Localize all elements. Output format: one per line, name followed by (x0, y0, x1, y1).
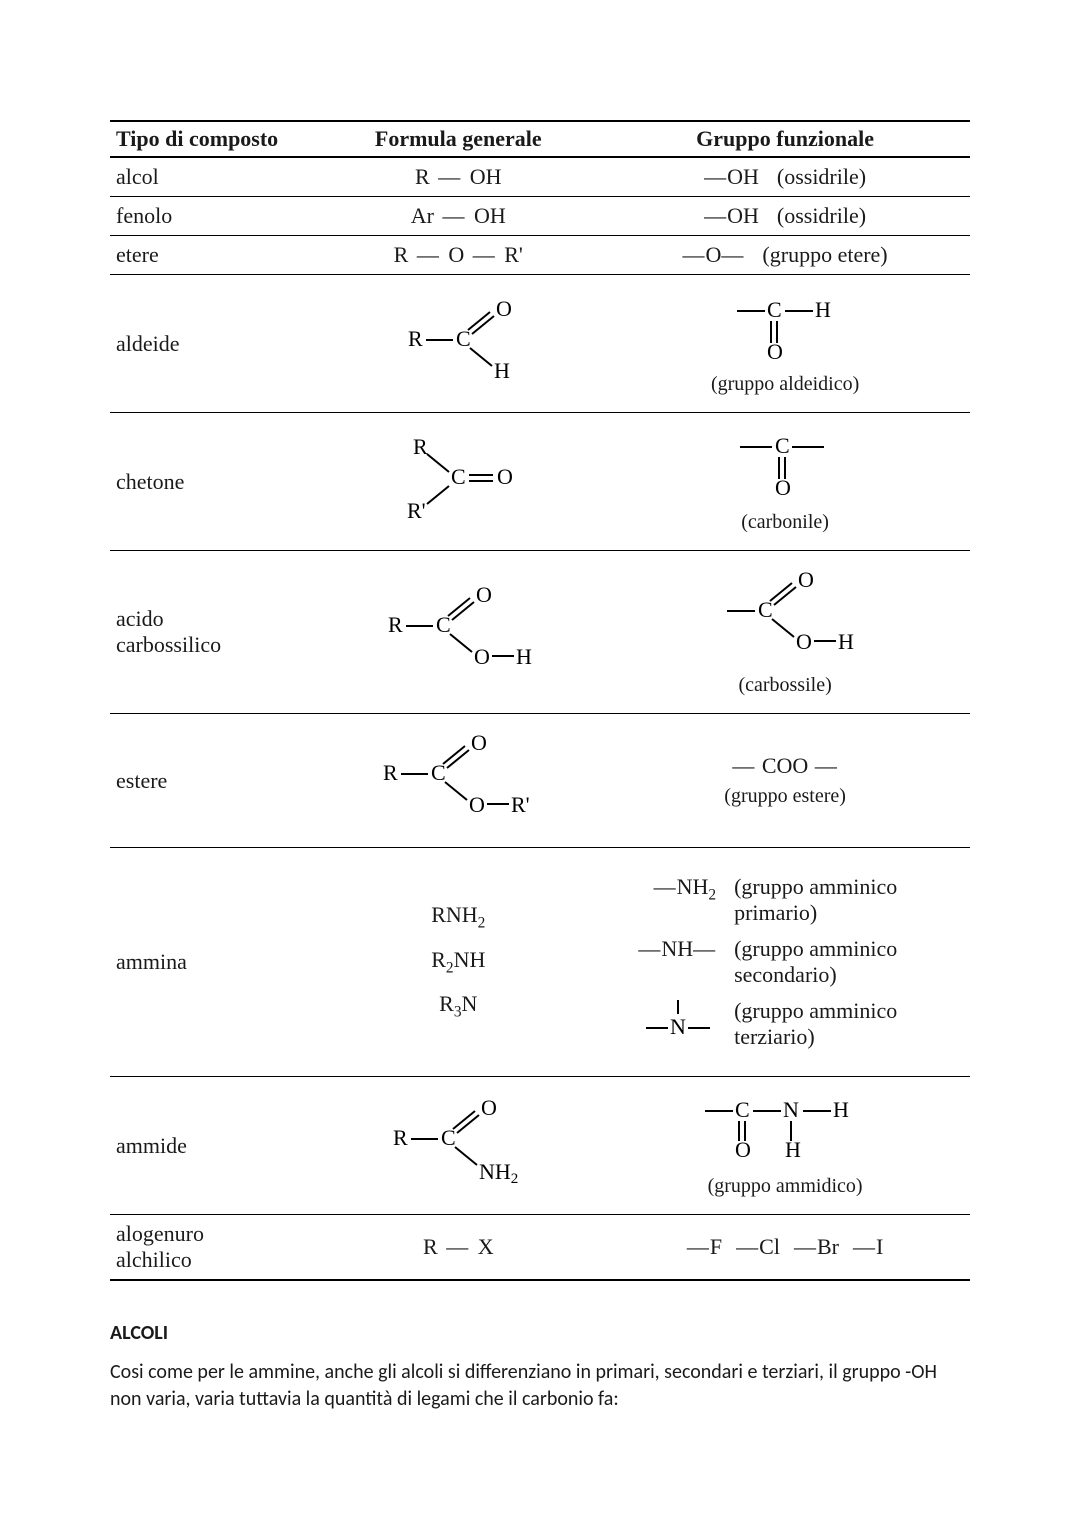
svg-text:H: H (815, 297, 831, 322)
svg-text:O: O (469, 792, 485, 817)
group-etere: —O— (gruppo etere) (606, 242, 964, 268)
row-estere: estere R C O O R' (110, 714, 970, 848)
svg-text:C: C (451, 464, 466, 489)
svg-text:H: H (838, 629, 854, 654)
svg-text:H: H (516, 644, 532, 669)
svg-text:O: O (796, 629, 812, 654)
bond-icon: — (432, 164, 468, 190)
group-alcol: —OH (ossidrile) (606, 164, 964, 190)
svg-text:O: O (496, 296, 512, 321)
formula-estere-svg: R C O O R' (373, 730, 543, 825)
svg-text:R: R (393, 1125, 408, 1150)
svg-text:NH2: NH2 (479, 1159, 518, 1187)
formula-etere: R — O — R' (322, 242, 594, 268)
group-acido: C O O H (carbossile) (606, 567, 964, 697)
svg-text:R: R (383, 760, 398, 785)
svg-text:O: O (476, 582, 492, 607)
group-ammina: —NH2 (gruppo amminico primario) —NH— (gr… (606, 874, 964, 1050)
row-ammide: ammide R C O NH2 (110, 1077, 970, 1215)
row-acido: acido carbossilico R C O O H (110, 551, 970, 714)
svg-text:O: O (471, 730, 487, 755)
section-text: Cosi come per le ammine, anche gli alcol… (110, 1359, 970, 1413)
svg-text:H: H (833, 1097, 849, 1122)
svg-text:C: C (735, 1097, 750, 1122)
svg-text:C: C (775, 433, 790, 458)
group-ammide: C N H O H (gruppo ammidico) (606, 1093, 964, 1198)
svg-text:R': R' (511, 792, 530, 817)
formula-alogenuro: R — X (322, 1234, 594, 1260)
svg-text:O: O (767, 339, 783, 361)
group-fenolo: —OH (ossidrile) (606, 203, 964, 229)
group-alogenuro: —F —Cl —Br —I (606, 1234, 964, 1260)
group-aldeide: C H O (gruppo aldeidico) (606, 291, 964, 396)
svg-text:O: O (497, 464, 513, 489)
svg-text:O: O (798, 567, 814, 592)
svg-text:H: H (494, 358, 510, 383)
svg-text:O: O (481, 1095, 497, 1120)
type-label: acido carbossilico (110, 551, 316, 714)
svg-text:R': R' (407, 498, 426, 523)
svg-text:N: N (783, 1097, 799, 1122)
formula-aldeide-svg: R C O H (398, 296, 518, 386)
group-estere: — COO — (gruppo estere) (606, 753, 964, 808)
formula-alcol: R — OH (322, 164, 594, 190)
group-chetone: C O (carbonile) (606, 429, 964, 534)
svg-text:O: O (735, 1137, 751, 1162)
formula-ammide-svg: R C O NH2 (383, 1095, 533, 1190)
header-type: Tipo di composto (110, 121, 316, 157)
row-alcol: alcol R — OH —OH (ossidrile) (110, 157, 970, 197)
svg-text:N: N (670, 1014, 686, 1039)
svg-text:H: H (785, 1137, 801, 1162)
type-label: alcol (110, 157, 316, 197)
section-title: ALCOLI (110, 1321, 970, 1345)
group-chetone-svg: C O (730, 429, 840, 499)
row-chetone: chetone R C O R' (110, 413, 970, 551)
svg-text:R: R (388, 612, 403, 637)
row-alogenuro: alogenuro alchilico R — X —F —Cl —Br —I (110, 1215, 970, 1281)
svg-text:R: R (413, 434, 428, 459)
formula-fenolo: Ar — OH (322, 203, 594, 229)
row-fenolo: fenolo Ar — OH —OH (ossidrile) (110, 197, 970, 236)
svg-text:C: C (767, 297, 782, 322)
compound-table: Tipo di composto Formula generale Gruppo… (110, 120, 970, 1281)
formula-chetone-svg: R C O R' (393, 434, 523, 524)
svg-text:O: O (775, 475, 791, 499)
svg-text:R: R (408, 326, 423, 351)
header-formula: Formula generale (316, 121, 600, 157)
svg-text:O: O (474, 644, 490, 669)
formula-ammina: RNH2 R2NH R3N (322, 902, 594, 1021)
row-ammina: ammina RNH2 R2NH R3N —NH2 (gruppo ammini… (110, 848, 970, 1077)
formula-acido-svg: R C O O H (378, 582, 538, 677)
header-group: Gruppo funzionale (600, 121, 970, 157)
row-aldeide: aldeide R C O H (110, 275, 970, 413)
row-etere: etere R — O — R' —O— (gruppo etere) (110, 236, 970, 275)
group-aldeide-svg: C H O (725, 291, 845, 361)
